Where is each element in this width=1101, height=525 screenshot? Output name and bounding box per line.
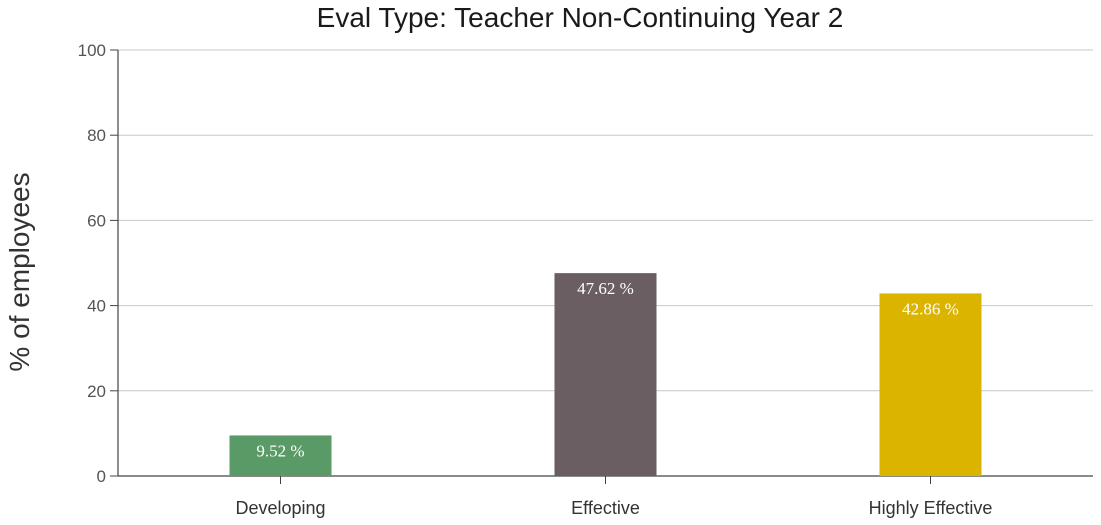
- y-tick-label: 100: [78, 41, 106, 60]
- data-label: 47.62 %: [577, 279, 634, 298]
- x-tick-label: Effective: [571, 498, 640, 518]
- y-tick-label: 0: [97, 467, 106, 486]
- bar: [880, 293, 982, 476]
- bar: [555, 273, 657, 476]
- y-tick-label: 40: [87, 297, 106, 316]
- data-label: 9.52 %: [256, 441, 304, 460]
- y-tick-label: 20: [87, 382, 106, 401]
- x-tick-label: Highly Effective: [869, 498, 993, 518]
- y-tick-label: 60: [87, 211, 106, 230]
- y-tick-label: 80: [87, 126, 106, 145]
- data-label: 42.86 %: [902, 299, 959, 318]
- x-tick-label: Developing: [235, 498, 325, 518]
